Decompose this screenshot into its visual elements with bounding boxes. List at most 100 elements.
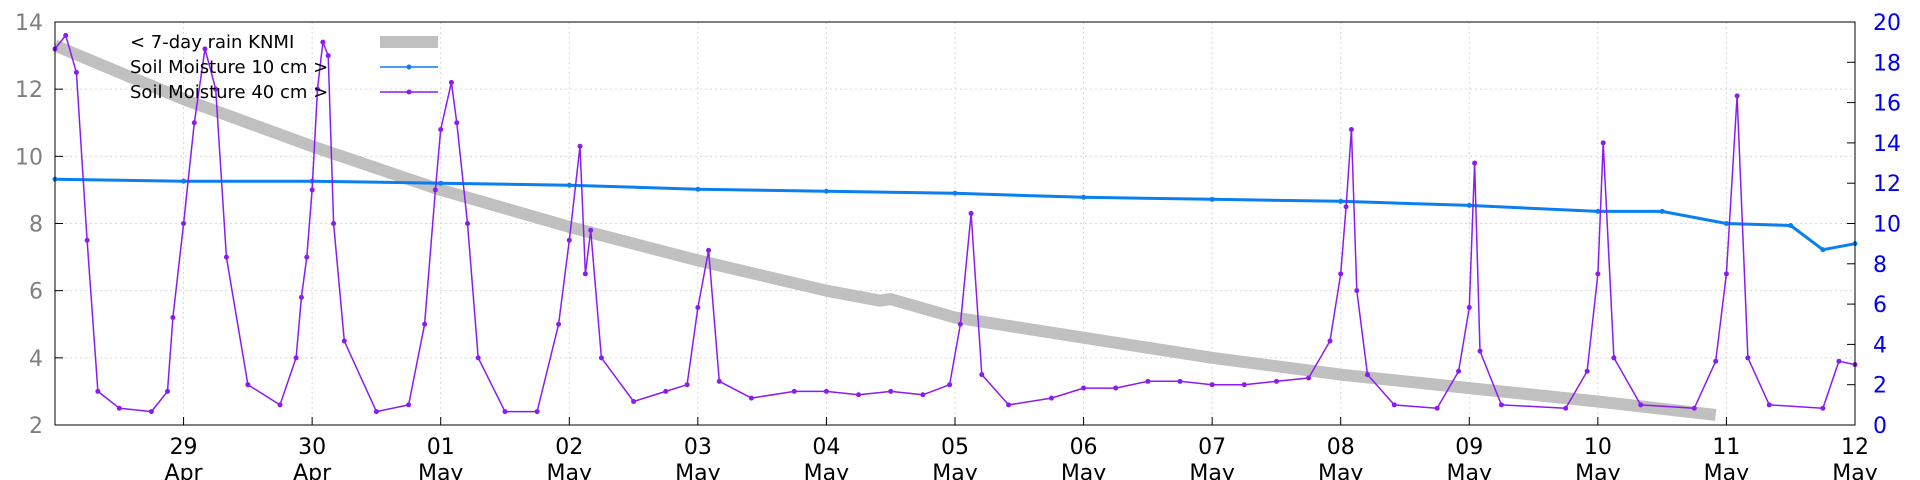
point-moisture-40cm	[716, 378, 722, 384]
point-moisture-40cm	[454, 120, 460, 126]
point-moisture-10cm	[181, 178, 187, 184]
point-moisture-40cm	[1595, 271, 1601, 277]
point-moisture-10cm	[1659, 208, 1665, 214]
point-moisture-40cm	[1472, 160, 1478, 166]
point-moisture-10cm	[438, 180, 444, 186]
y-left-tick-label: 2	[29, 414, 43, 439]
y-right-tick-label: 2	[1873, 374, 1887, 399]
point-moisture-40cm	[1241, 382, 1247, 388]
point-moisture-10cm	[1595, 208, 1601, 214]
point-moisture-40cm	[947, 382, 953, 388]
point-moisture-40cm	[577, 143, 583, 149]
x-tick-month: May	[804, 461, 849, 480]
x-tick-day: 03	[684, 435, 712, 460]
y-left-tick-label: 4	[29, 347, 43, 372]
point-moisture-40cm	[979, 372, 985, 378]
point-moisture-40cm	[245, 382, 251, 388]
point-moisture-40cm	[406, 402, 412, 408]
point-moisture-40cm	[448, 79, 454, 85]
point-moisture-40cm	[534, 409, 540, 415]
point-moisture-40cm	[968, 210, 974, 216]
point-moisture-40cm	[1713, 358, 1719, 364]
point-moisture-40cm	[438, 126, 444, 132]
x-tick-day: 07	[1198, 435, 1226, 460]
point-moisture-40cm	[116, 405, 122, 411]
point-moisture-40cm	[202, 46, 208, 52]
point-moisture-40cm	[598, 355, 604, 361]
point-moisture-10cm	[952, 190, 958, 196]
x-tick-month: May	[1575, 461, 1620, 480]
point-moisture-40cm	[1113, 385, 1119, 391]
y-right-tick-label: 4	[1873, 333, 1887, 358]
x-tick-day: 06	[1070, 435, 1098, 460]
x-tick-day: 08	[1327, 435, 1355, 460]
point-moisture-40cm	[856, 392, 862, 398]
point-moisture-40cm	[95, 388, 101, 394]
point-moisture-40cm	[1734, 93, 1740, 99]
point-moisture-40cm	[373, 409, 379, 415]
point-moisture-40cm	[331, 221, 337, 226]
y-right-tick-label: 0	[1873, 414, 1887, 439]
point-moisture-10cm	[695, 186, 701, 192]
x-tick-month: May	[1061, 461, 1106, 480]
point-moisture-40cm	[1306, 375, 1312, 381]
point-moisture-40cm	[1348, 126, 1354, 132]
x-tick-month: May	[1318, 461, 1363, 480]
x-tick-day: 05	[941, 435, 969, 460]
point-moisture-40cm	[1466, 304, 1472, 310]
point-moisture-40cm	[823, 388, 829, 394]
point-moisture-40cm	[298, 294, 304, 300]
point-moisture-40cm	[223, 254, 229, 260]
point-moisture-40cm	[1600, 140, 1606, 146]
point-moisture-40cm	[1723, 271, 1729, 277]
point-moisture-40cm	[465, 221, 470, 226]
point-moisture-40cm	[1343, 204, 1349, 210]
point-moisture-40cm	[1563, 405, 1569, 411]
point-moisture-40cm	[706, 247, 712, 253]
x-tick-month: May	[1832, 461, 1877, 480]
x-tick-month: May	[418, 461, 463, 480]
point-moisture-10cm	[823, 188, 829, 194]
y-right-tick-label: 8	[1873, 253, 1887, 278]
point-moisture-40cm	[422, 321, 428, 327]
point-moisture-40cm	[181, 221, 187, 226]
point-moisture-40cm	[148, 409, 154, 415]
point-moisture-10cm	[1209, 196, 1215, 202]
x-tick-day: 04	[812, 435, 840, 460]
point-moisture-40cm	[213, 86, 219, 92]
x-tick-day: 29	[170, 435, 198, 460]
point-moisture-40cm	[1365, 372, 1370, 378]
point-moisture-40cm	[293, 355, 299, 361]
point-moisture-40cm	[888, 388, 894, 394]
point-moisture-10cm	[1788, 223, 1794, 229]
point-moisture-40cm	[1006, 402, 1012, 408]
point-moisture-40cm	[325, 53, 331, 59]
point-moisture-40cm	[748, 395, 754, 401]
point-moisture-40cm	[1081, 385, 1087, 391]
point-moisture-40cm	[1145, 378, 1151, 384]
y-left-tick-label: 6	[29, 280, 43, 305]
point-moisture-40cm	[341, 338, 347, 344]
point-moisture-40cm	[277, 402, 283, 408]
point-moisture-40cm	[170, 315, 176, 321]
point-moisture-40cm	[1391, 402, 1397, 408]
point-moisture-10cm	[566, 182, 572, 188]
series-line-moisture-40cm	[54, 34, 1856, 413]
point-moisture-40cm	[1456, 368, 1462, 374]
x-tick-month: May	[1189, 461, 1234, 480]
point-moisture-40cm	[920, 392, 926, 398]
legend-label: Soil Moisture 10 cm >	[130, 57, 328, 78]
point-moisture-40cm	[1745, 355, 1751, 361]
x-tick-day: 02	[555, 435, 583, 460]
point-moisture-40cm	[1498, 402, 1504, 408]
x-tick-day: 12	[1841, 435, 1869, 460]
point-moisture-40cm	[684, 382, 690, 388]
point-moisture-40cm	[566, 237, 572, 243]
y-right-tick-label: 14	[1873, 132, 1901, 157]
y-right-tick-label: 6	[1873, 293, 1887, 318]
point-moisture-40cm	[1338, 271, 1344, 277]
point-moisture-40cm	[502, 409, 508, 415]
point-moisture-40cm	[1327, 338, 1333, 344]
y-right-tick-label: 10	[1873, 213, 1901, 238]
y-left-tick-label: 12	[15, 78, 43, 103]
